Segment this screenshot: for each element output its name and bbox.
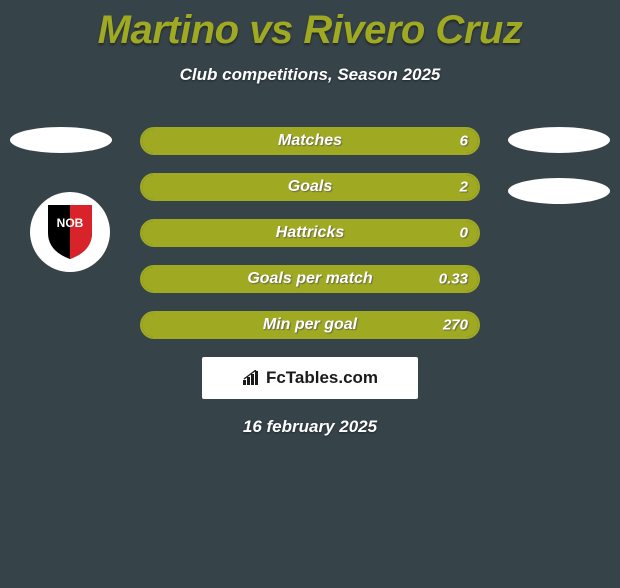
- stat-label: Goals per match: [247, 270, 372, 288]
- stat-label: Min per goal: [263, 316, 357, 334]
- player-left-placeholder: [10, 127, 112, 153]
- stat-row-mpg: Min per goal 270: [140, 311, 480, 339]
- stat-bars: Matches 6 Goals 2 Hattricks 0 Goals per …: [140, 127, 480, 339]
- player-right-placeholder-1: [508, 127, 610, 153]
- stat-label: Goals: [288, 178, 332, 196]
- player-right-placeholder-2: [508, 178, 610, 204]
- stat-label: Hattricks: [276, 224, 344, 242]
- stat-value-right: 2: [460, 179, 468, 196]
- stat-row-gpm: Goals per match 0.33: [140, 265, 480, 293]
- subtitle: Club competitions, Season 2025: [0, 65, 620, 85]
- stat-value-right: 270: [443, 317, 468, 334]
- page-title: Martino vs Rivero Cruz: [0, 8, 620, 53]
- badge-text: NOB: [57, 216, 84, 230]
- stat-label: Matches: [278, 132, 342, 150]
- content-area: NOB Matches 6 Goals 2 Hattricks 0: [0, 127, 620, 437]
- stat-row-goals: Goals 2: [140, 173, 480, 201]
- bar-chart-icon: [242, 370, 262, 386]
- watermark-text: FcTables.com: [266, 368, 378, 388]
- stat-value-right: 0: [460, 225, 468, 242]
- stat-row-hattricks: Hattricks 0: [140, 219, 480, 247]
- stat-value-right: 6: [460, 133, 468, 150]
- stat-row-matches: Matches 6: [140, 127, 480, 155]
- watermark[interactable]: FcTables.com: [202, 357, 418, 399]
- stat-value-right: 0.33: [439, 271, 468, 288]
- date-line: 16 february 2025: [0, 417, 620, 437]
- shield-icon: NOB: [46, 203, 94, 261]
- club-badge-left: NOB: [30, 192, 110, 272]
